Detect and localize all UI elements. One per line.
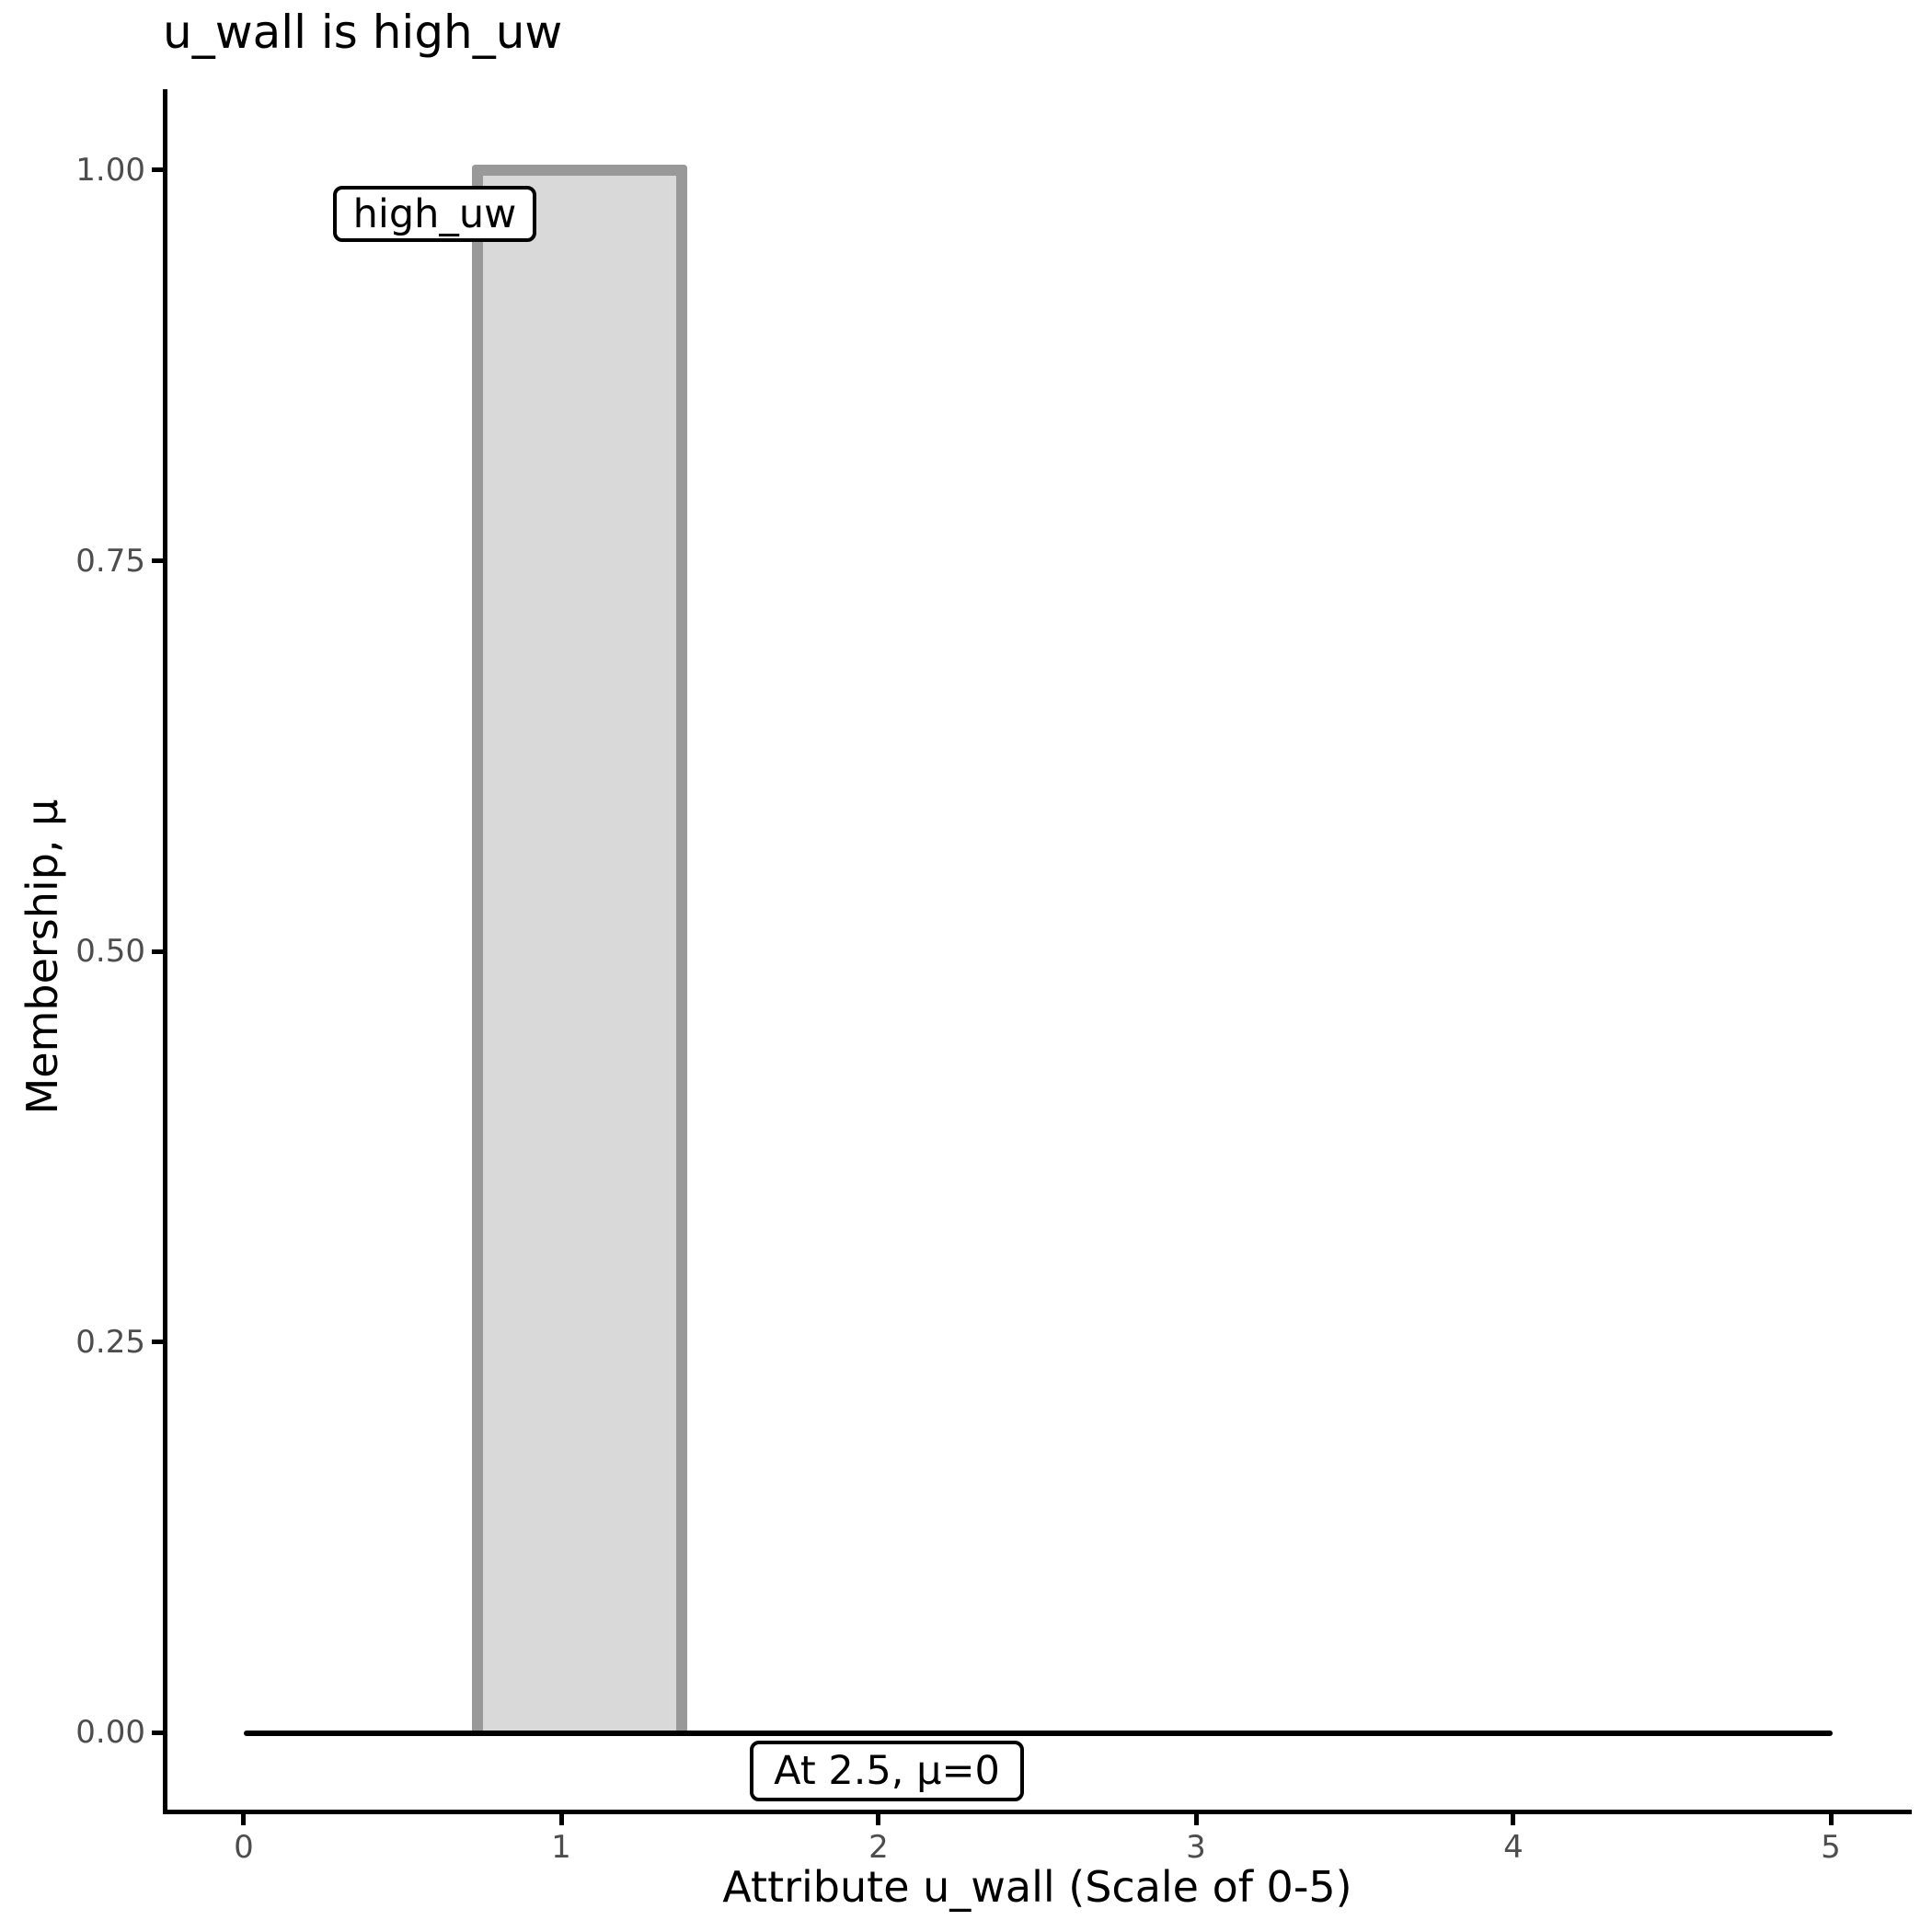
y-axis-tick-label: 0.75 — [75, 543, 145, 580]
chart-title: u_wall is high_uw — [163, 6, 563, 59]
y-axis-tick-label: 0.25 — [75, 1324, 145, 1361]
y-axis-tick — [152, 1731, 163, 1735]
x-axis-tick-label: 3 — [1186, 1829, 1206, 1866]
annotation-set-name-text: high_uw — [352, 190, 517, 237]
x-axis-tick — [1511, 1814, 1515, 1825]
y-axis-tick — [152, 167, 163, 172]
annotation-set-name-box: high_uw — [333, 186, 536, 242]
y-axis-tick-label: 1.00 — [75, 152, 145, 189]
x-axis-tick-label: 4 — [1503, 1829, 1524, 1866]
x-axis-tick — [559, 1814, 564, 1825]
y-axis-tick — [152, 1340, 163, 1344]
x-axis-spine — [163, 1810, 1912, 1814]
x-axis-tick-label: 1 — [551, 1829, 571, 1866]
x-axis-tick — [241, 1814, 246, 1825]
y-axis-tick — [152, 558, 163, 563]
x-axis-title: Attribute u_wall (Scale of 0-5) — [722, 1862, 1352, 1912]
x-axis-tick-label: 5 — [1821, 1829, 1841, 1866]
x-axis-tick-label: 2 — [868, 1829, 889, 1866]
membership-function-bar-high-uw — [472, 165, 687, 1733]
y-axis-tick-label: 0.00 — [75, 1714, 145, 1751]
x-axis-tick — [1829, 1814, 1834, 1825]
x-axis-tick — [876, 1814, 880, 1825]
y-axis-tick-label: 0.50 — [75, 933, 145, 970]
y-axis-tick — [152, 949, 163, 954]
annotation-membership-value-box: At 2.5, μ=0 — [750, 1741, 1024, 1801]
x-axis-tick-label: 0 — [234, 1829, 254, 1866]
evaluated-membership-line — [244, 1731, 1833, 1736]
y-axis-spine — [163, 89, 167, 1814]
annotation-membership-value-text: At 2.5, μ=0 — [774, 1748, 1000, 1794]
x-axis-tick — [1194, 1814, 1199, 1825]
